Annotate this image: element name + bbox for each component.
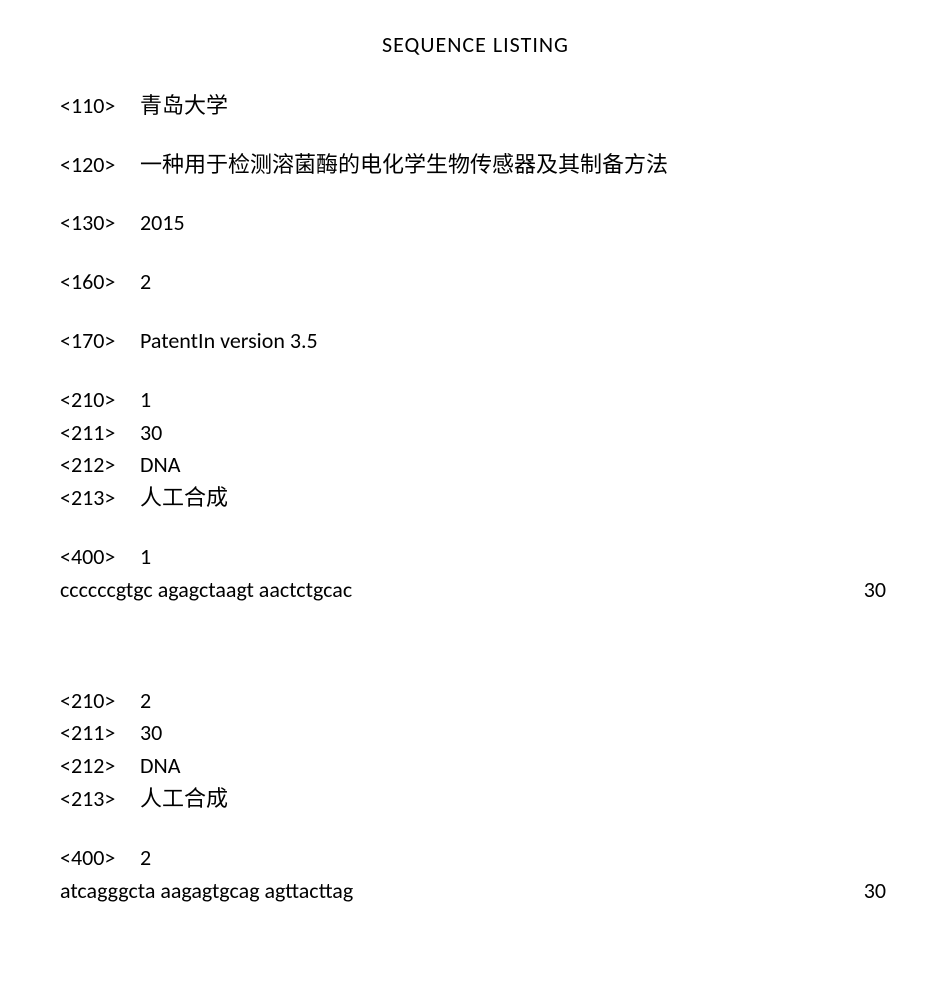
seq1-val-210: 1 [140,385,891,416]
seq2-field-213: <213> 人工合成 [60,784,891,815]
tag-120: <120> [60,150,140,181]
seq2-field-400: <400> 2 [60,843,891,874]
tag-110: <110> [60,91,140,122]
seq2-val-212: DNA [140,751,891,782]
field-170: <170> PatentIn version 3.5 [60,326,891,357]
seq2-val-213: 人工合成 [140,784,891,815]
field-120: <120> 一种用于检测溶菌酶的电化学生物传感器及其制备方法 [60,150,891,181]
seq2-val-211: 30 [140,718,891,749]
seq1-val-211: 30 [140,418,891,449]
seq2-tag-400: <400> [60,843,140,874]
seq1-field-213: <213> 人工合成 [60,483,891,514]
seq2-tag-210: <210> [60,686,140,717]
seq1-sequence: ccccccgtgc agagctaagt aactctgcac [60,575,352,606]
field-130: <130> 2015 [60,208,891,239]
seq1-sequence-row: ccccccgtgc agagctaagt aactctgcac 30 [60,575,891,606]
seq2-val-400: 2 [140,843,891,874]
seq1-val-213: 人工合成 [140,483,891,514]
seq1-val-400: 1 [140,542,891,573]
seq1-length: 30 [864,575,891,606]
seq2-field-212: <212> DNA [60,751,891,782]
val-170: PatentIn version 3.5 [140,326,891,357]
tag-130: <130> [60,208,140,239]
seq1-tag-213: <213> [60,483,140,514]
seq2-tag-213: <213> [60,784,140,815]
seq1-tag-400: <400> [60,542,140,573]
seq2-sequence: atcagggcta aagagtgcag agttacttag [60,876,353,907]
val-110: 青岛大学 [140,91,891,122]
val-120: 一种用于检测溶菌酶的电化学生物传感器及其制备方法 [140,150,891,181]
tag-160: <160> [60,267,140,298]
document-title: SEQUENCE LISTING [60,30,891,61]
seq2-field-210: <210> 2 [60,686,891,717]
seq2-length: 30 [864,876,891,907]
field-160: <160> 2 [60,267,891,298]
seq1-tag-210: <210> [60,385,140,416]
seq1-tag-211: <211> [60,418,140,449]
seq1-val-212: DNA [140,450,891,481]
seq2-sequence-row: atcagggcta aagagtgcag agttacttag 30 [60,876,891,907]
seq2-field-211: <211> 30 [60,718,891,749]
seq2-tag-211: <211> [60,718,140,749]
field-110: <110> 青岛大学 [60,91,891,122]
val-130: 2015 [140,208,891,239]
seq1-field-211: <211> 30 [60,418,891,449]
val-160: 2 [140,267,891,298]
seq1-field-210: <210> 1 [60,385,891,416]
tag-170: <170> [60,326,140,357]
seq1-field-400: <400> 1 [60,542,891,573]
seq1-field-212: <212> DNA [60,450,891,481]
seq1-tag-212: <212> [60,450,140,481]
seq2-val-210: 2 [140,686,891,717]
seq2-tag-212: <212> [60,751,140,782]
